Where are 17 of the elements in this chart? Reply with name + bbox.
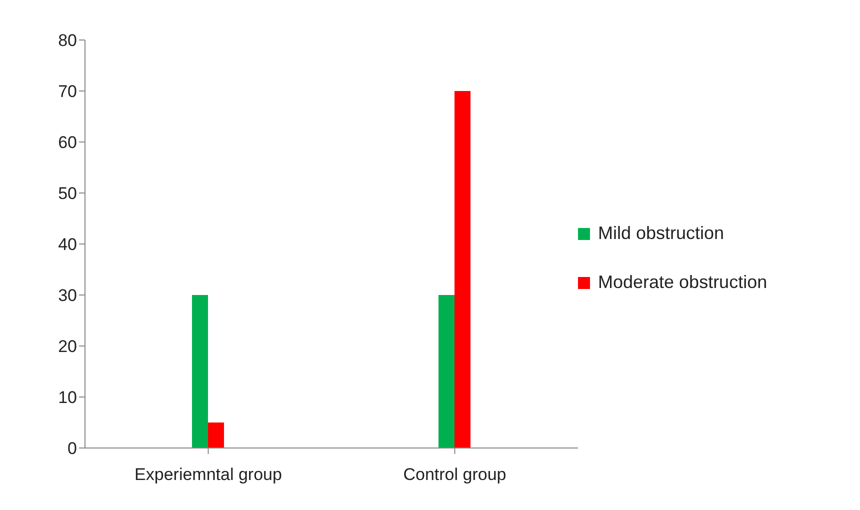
- y-tick-label: 10: [58, 388, 77, 408]
- x-tick-label: Control group: [403, 465, 506, 484]
- y-tick-label: 70: [58, 82, 77, 102]
- bar: [208, 422, 224, 448]
- y-tick-label: 40: [58, 235, 77, 254]
- y-tick-label: 50: [58, 184, 77, 204]
- y-tick-label: 0: [68, 439, 77, 458]
- legend-label: Mild obstruction: [598, 223, 724, 244]
- legend-label: Moderate obstruction: [598, 272, 768, 293]
- y-tick-label: 80: [58, 31, 77, 50]
- bar: [192, 295, 208, 448]
- y-tick-label: 30: [58, 286, 77, 306]
- bar: [454, 91, 470, 448]
- y-tick-label: 20: [58, 337, 77, 356]
- bar: [438, 295, 454, 448]
- x-tick-label: Experiemntal group: [134, 465, 282, 484]
- y-tick-label: 60: [58, 133, 77, 152]
